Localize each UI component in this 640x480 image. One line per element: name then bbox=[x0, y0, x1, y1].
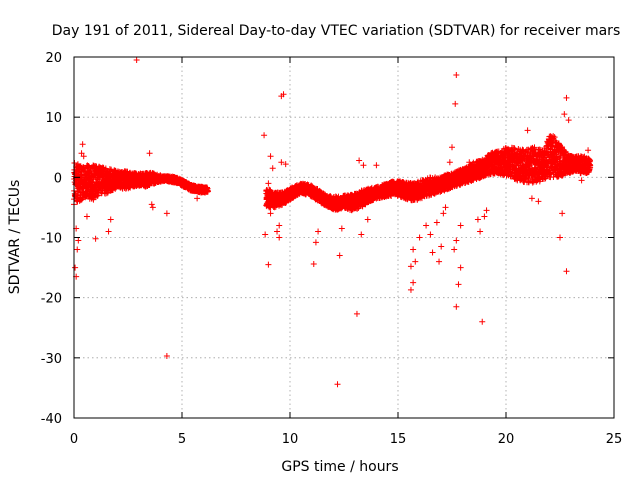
data-point bbox=[103, 190, 110, 197]
data-points bbox=[71, 57, 594, 388]
grid-lines bbox=[74, 57, 614, 418]
chart-title: Day 191 of 2011, Sidereal Day-to-day VTE… bbox=[52, 23, 620, 39]
